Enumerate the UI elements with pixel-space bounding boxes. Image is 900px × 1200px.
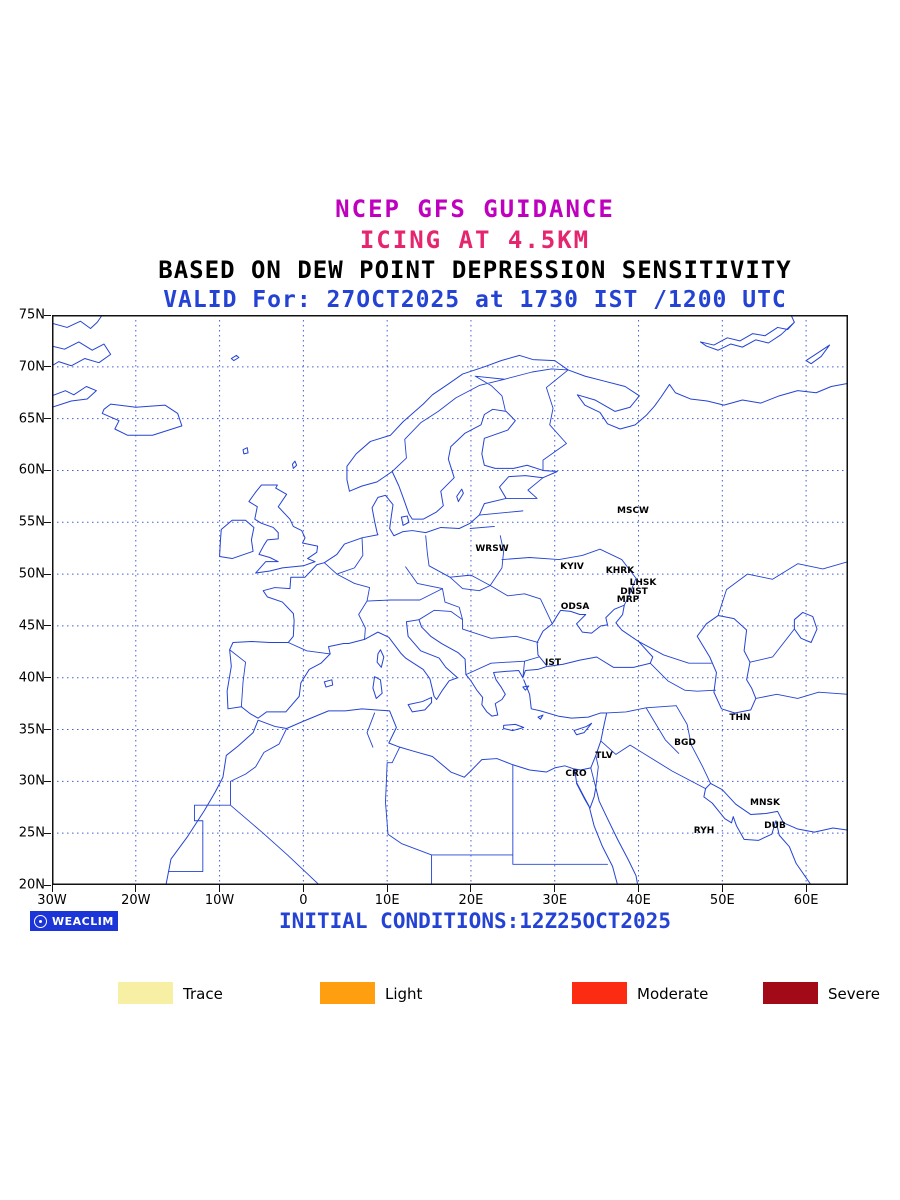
legend-label-light: Light — [385, 985, 423, 1003]
y-tick — [44, 314, 51, 316]
x-axis-label: 20E — [458, 893, 484, 908]
title-product: ICING AT 4.5KM — [359, 226, 591, 254]
x-tick — [721, 885, 723, 892]
x-axis-label: 30W — [37, 893, 67, 908]
title-valid-time: VALID For: 27OCT2025 at 1730 IST /1200 U… — [163, 287, 787, 313]
city-label-dub: DUB — [764, 821, 786, 831]
city-label-dnst: DNST — [620, 587, 648, 597]
legend-label-moderate: Moderate — [637, 985, 709, 1003]
y-axis-label: 50N — [18, 566, 45, 582]
title-model: NCEP GFS GUIDANCE — [335, 195, 615, 223]
islands — [231, 345, 829, 735]
y-tick — [44, 469, 51, 471]
icing-legend: Trace Light Moderate Severe — [0, 982, 900, 1006]
y-axis-label: 70N — [18, 359, 45, 375]
y-tick — [44, 832, 51, 834]
y-tick — [44, 677, 51, 679]
city-label-ryh: RYH — [693, 826, 715, 836]
x-tick — [51, 885, 53, 892]
coastline-persian-gulf — [704, 783, 848, 885]
city-label-mrp: MRP — [616, 595, 640, 605]
legend-label-trace: Trace — [183, 985, 223, 1003]
x-axis-label: 0 — [299, 893, 308, 908]
legend-label-severe: Severe — [828, 985, 880, 1003]
greenland-coast — [52, 315, 111, 407]
y-tick — [44, 573, 51, 575]
x-tick — [638, 885, 640, 892]
city-label-mnsk: MNSK — [750, 798, 780, 808]
city-label-khrk: KHRK — [605, 566, 635, 576]
x-tick — [554, 885, 556, 892]
y-axis-label: 30N — [18, 773, 45, 789]
x-tick — [386, 885, 388, 892]
legend-swatch-light — [320, 982, 375, 1004]
caspian-sea — [697, 616, 756, 713]
coastline-red-sea — [575, 770, 638, 885]
x-axis-label: 40E — [626, 893, 651, 908]
city-label-wrsw: WRSW — [475, 544, 509, 554]
ireland — [220, 520, 254, 558]
x-axis-label: 10W — [204, 893, 235, 908]
x-axis-label: 50E — [709, 893, 735, 908]
y-axis-label: 60N — [18, 462, 45, 478]
x-tick — [219, 885, 221, 892]
map-frame — [52, 315, 848, 885]
legend-swatch-severe — [763, 982, 818, 1004]
city-label-mscw: MSCW — [617, 506, 649, 516]
y-tick — [44, 366, 51, 368]
great-britain — [249, 485, 318, 573]
country-borders — [168, 369, 848, 885]
lat-lon-grid — [52, 315, 848, 885]
x-axis-label: 30E — [542, 893, 568, 908]
novaya-zemlya — [701, 315, 795, 350]
city-label-odsa: ODSA — [560, 602, 590, 612]
x-tick — [470, 885, 472, 892]
coastline-scandinavia-arctic — [347, 355, 848, 491]
city-label-lhsk: LHSK — [629, 578, 657, 588]
city-label-ist: IST — [545, 658, 561, 668]
weaclim-label: WEACLIM — [52, 914, 114, 928]
weaclim-circle-icon — [34, 914, 47, 928]
y-axis-label: 45N — [18, 618, 45, 634]
x-tick — [302, 885, 304, 892]
initial-conditions-text: INITIAL CONDITIONS:12Z25OCT2025 — [279, 909, 671, 933]
y-tick — [44, 521, 51, 523]
x-axis-label: 10E — [374, 893, 400, 908]
city-label-kyiv: KYIV — [560, 562, 584, 572]
x-axis-label: 60E — [793, 893, 819, 908]
y-axis-label: 20N — [18, 877, 45, 893]
city-label-thn: THN — [729, 713, 751, 723]
legend-swatch-trace — [118, 982, 173, 1004]
y-axis-label: 40N — [18, 670, 45, 686]
city-label-tlv: TLV — [595, 751, 613, 761]
city-label-cro: CRO — [565, 769, 587, 779]
y-axis-label: 65N — [18, 411, 45, 427]
map-area: 30W 20W 10W 0 10E 20E 30E 40E 50E 60E 75N 70N 65N 60N… — [19, 308, 848, 908]
x-tick — [805, 885, 807, 892]
x-axis-label: 20W — [121, 893, 151, 908]
aral-sea — [794, 612, 817, 642]
map-svg — [52, 315, 848, 885]
y-axis-label: 75N — [18, 307, 45, 323]
y-tick — [44, 418, 51, 420]
y-tick — [44, 729, 51, 731]
y-axis-label: 35N — [18, 722, 45, 738]
x-tick — [135, 885, 137, 892]
y-axis-label: 25N — [18, 825, 45, 841]
y-tick — [44, 780, 51, 782]
y-tick — [44, 884, 51, 886]
legend-swatch-moderate — [572, 982, 627, 1004]
weaclim-logo: WEACLIM — [30, 911, 118, 931]
y-axis-label: 55N — [18, 514, 45, 530]
y-tick — [44, 625, 51, 627]
title-method: BASED ON DEW POINT DEPRESSION SENSITIVIT… — [158, 256, 792, 284]
iceland — [102, 404, 182, 435]
city-label-bgd: BGD — [674, 738, 696, 748]
coastline-europe-mediterranean-blacksea — [227, 409, 653, 718]
